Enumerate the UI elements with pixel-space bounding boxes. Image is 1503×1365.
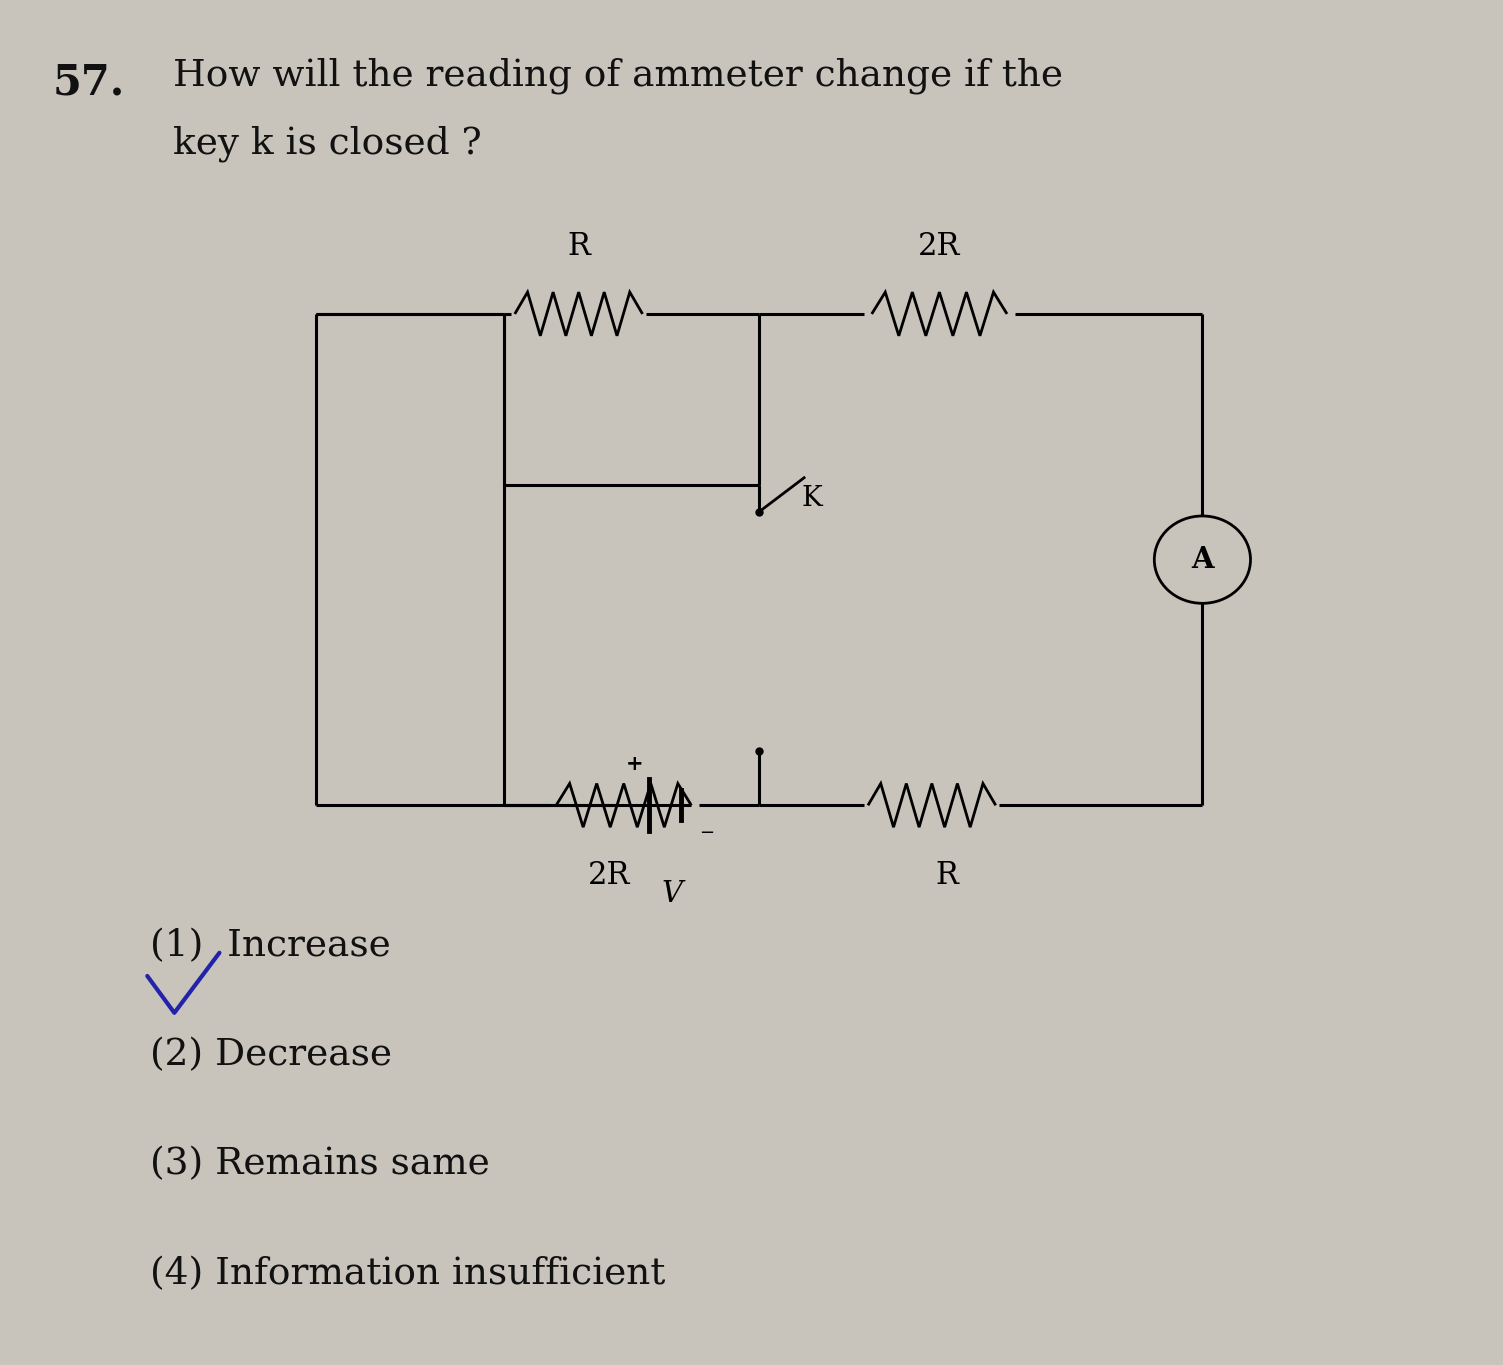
Text: How will the reading of ammeter change if the: How will the reading of ammeter change i… [173,57,1063,94]
Text: (2) Decrease: (2) Decrease [150,1037,392,1073]
Text: +: + [625,755,643,774]
Text: A: A [1190,545,1214,575]
Text: −: − [699,823,714,842]
Text: 2R: 2R [588,860,630,891]
Text: (4) Information insufficient: (4) Information insufficient [150,1256,666,1291]
Circle shape [1154,516,1250,603]
Text: K: K [801,485,822,512]
Text: 2R: 2R [918,231,960,262]
Text: 57.: 57. [53,61,125,104]
Text: R: R [567,231,591,262]
Text: R: R [935,860,959,891]
Text: (3) Remains same: (3) Remains same [150,1147,490,1182]
Text: V: V [661,880,682,909]
Text: key k is closed ?: key k is closed ? [173,126,481,162]
Text: (1)  Increase: (1) Increase [150,928,391,964]
